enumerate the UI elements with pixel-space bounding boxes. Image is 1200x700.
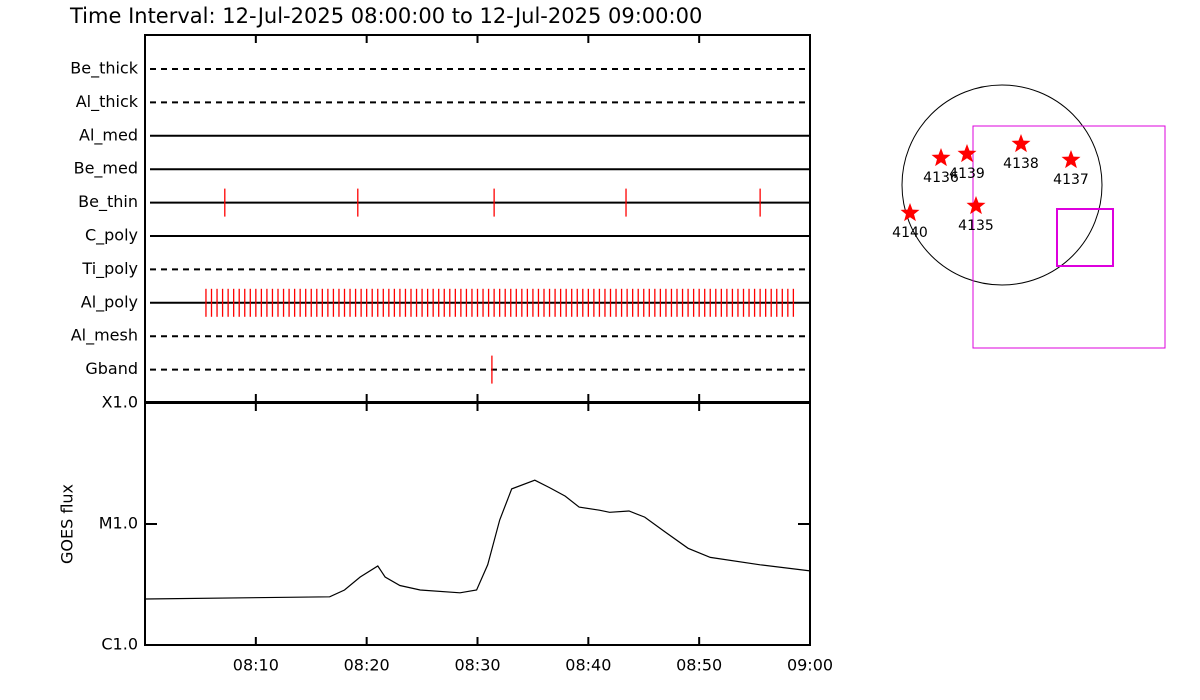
region-star bbox=[931, 148, 951, 167]
row-label: Al_thick bbox=[76, 92, 139, 112]
timeline-frame bbox=[144, 34, 811, 403]
region-star bbox=[966, 196, 986, 215]
region-star bbox=[1011, 134, 1031, 153]
region-label: 4139 bbox=[949, 166, 985, 182]
row-label: Be_thick bbox=[70, 59, 138, 79]
fov-box bbox=[1056, 208, 1114, 267]
x-tick-label: 08:50 bbox=[676, 656, 722, 675]
x-tick-label: 08:40 bbox=[565, 656, 611, 675]
region-label: 4138 bbox=[1003, 156, 1039, 172]
x-tick-label: 08:10 bbox=[233, 656, 279, 675]
fov-box bbox=[972, 125, 1166, 349]
row-label: Gband bbox=[85, 359, 138, 378]
region-star bbox=[957, 144, 977, 163]
row-label: Al_med bbox=[79, 125, 138, 145]
y-tick-label: M1.0 bbox=[99, 514, 138, 533]
x-tick-label: 08:30 bbox=[454, 656, 500, 675]
row-label: Ti_poly bbox=[81, 259, 138, 279]
flux-frame bbox=[144, 402, 811, 646]
y-tick-label: X1.0 bbox=[102, 393, 138, 412]
region-star bbox=[1061, 150, 1081, 169]
x-tick-label: 09:00 bbox=[787, 656, 833, 675]
row-label: Al_mesh bbox=[71, 326, 138, 346]
region-label: 4135 bbox=[958, 218, 994, 234]
row-label: C_poly bbox=[85, 226, 138, 246]
chart-title: Time Interval: 12-Jul-2025 08:00:00 to 1… bbox=[69, 4, 702, 28]
solar-disk bbox=[901, 84, 1103, 286]
row-label: Be_med bbox=[74, 159, 138, 179]
region-label: 4136 bbox=[923, 170, 959, 186]
x-tick-label: 08:20 bbox=[344, 656, 390, 675]
region-label: 4137 bbox=[1053, 172, 1089, 188]
y-axis-label: GOES flux bbox=[58, 484, 77, 564]
region-label: 4140 bbox=[892, 225, 928, 241]
row-label: Al_poly bbox=[81, 292, 138, 312]
flux-line bbox=[144, 479, 811, 600]
y-tick-label: C1.0 bbox=[101, 635, 138, 654]
region-star bbox=[900, 203, 920, 222]
row-label: Be_thin bbox=[78, 192, 138, 212]
